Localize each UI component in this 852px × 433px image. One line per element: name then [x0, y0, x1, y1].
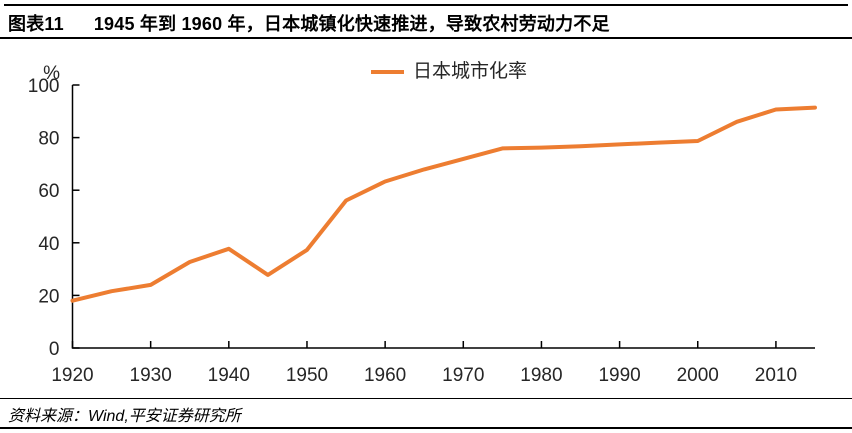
y-tick-label: 60 — [38, 181, 59, 202]
x-tick-label: 1990 — [598, 365, 640, 386]
legend-label: 日本城市化率 — [413, 61, 528, 82]
x-tick-label: 2010 — [755, 365, 797, 386]
y-tick-label: 80 — [38, 129, 59, 150]
x-tick-label: 1930 — [130, 365, 172, 386]
title-underline — [0, 37, 852, 39]
x-tick-label: 1950 — [286, 365, 328, 386]
y-tick-label: 20 — [38, 286, 59, 307]
footer-top-line — [0, 398, 852, 399]
source-note: 资料来源：Wind,平安证券研究所 — [8, 408, 241, 425]
x-tick-label: 1920 — [51, 365, 93, 386]
bottom-border-line — [0, 427, 852, 429]
y-tick-label: 0 — [49, 339, 60, 360]
y-tick-label: 100 — [28, 76, 60, 97]
figure-title-text: 1945 年到 1960 年，日本城镇化快速推进，导致农村劳动力不足 — [93, 14, 610, 34]
x-tick-label: 2000 — [677, 365, 719, 386]
figure-title: 图表11 1945 年到 1960 年，日本城镇化快速推进，导致农村劳动力不足 — [8, 10, 610, 36]
axis-lines — [71, 85, 815, 349]
x-tick-label: 1960 — [364, 365, 406, 386]
figure-label: 图表11 — [8, 14, 64, 34]
x-tick-label: 1940 — [208, 365, 250, 386]
urbanization-rate-line — [70, 105, 817, 303]
legend: 日本城市化率 — [371, 60, 527, 83]
x-tick-label: 1970 — [442, 365, 484, 386]
y-axis-unit-label: % — [43, 63, 60, 84]
legend-line-swatch — [371, 69, 404, 74]
top-border-line — [4, 4, 848, 6]
x-tick-label: 1980 — [520, 365, 562, 386]
y-tick-label: 40 — [38, 234, 59, 255]
